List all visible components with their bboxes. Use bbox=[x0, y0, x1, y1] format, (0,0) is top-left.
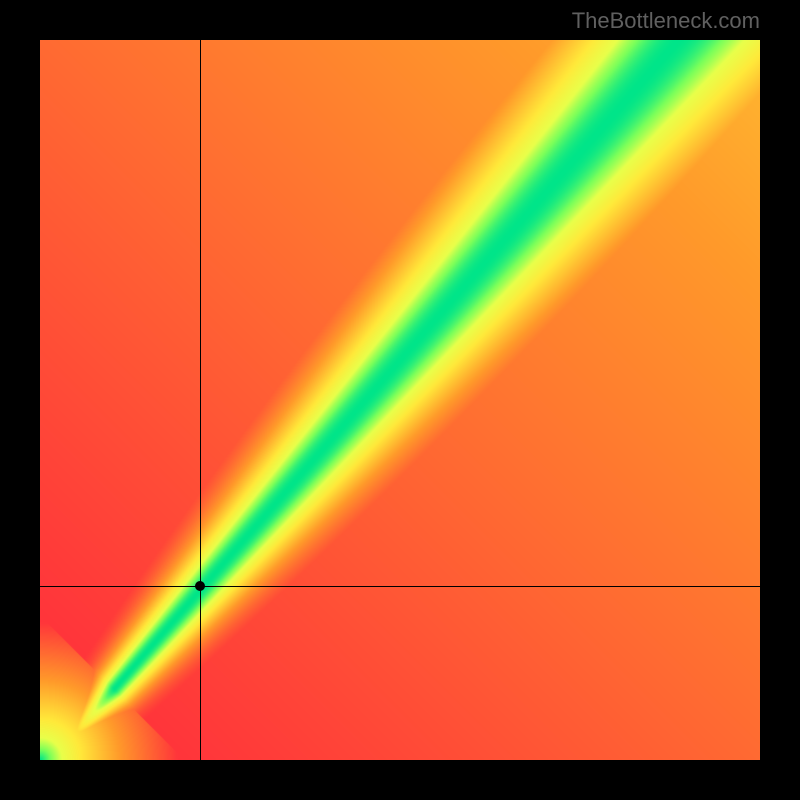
bottleneck-heatmap bbox=[40, 40, 760, 760]
crosshair-vertical bbox=[200, 40, 201, 760]
watermark-text: TheBottleneck.com bbox=[572, 8, 760, 34]
marker-dot bbox=[195, 581, 205, 591]
crosshair-horizontal bbox=[40, 586, 760, 587]
heatmap-canvas bbox=[40, 40, 760, 760]
